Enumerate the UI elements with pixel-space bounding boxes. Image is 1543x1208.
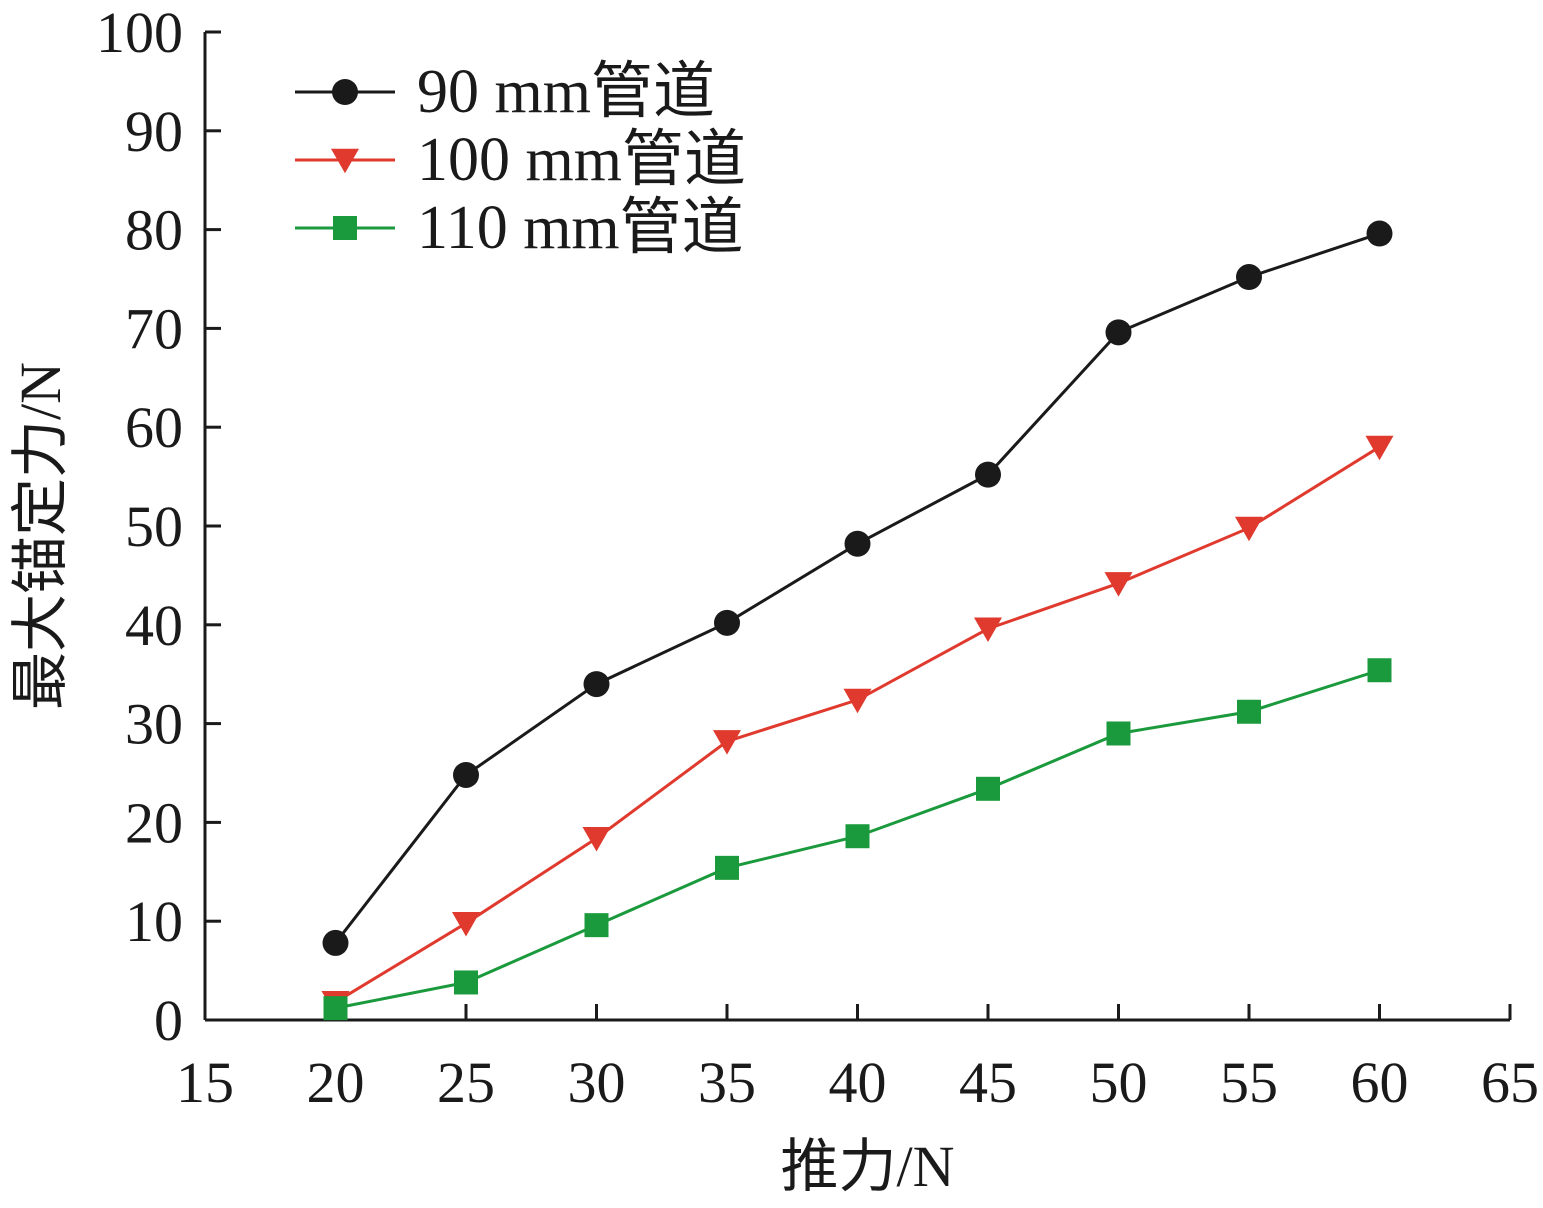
data-point	[975, 461, 1001, 488]
series-3	[323, 658, 1392, 1021]
data-point	[713, 730, 741, 755]
data-point	[976, 776, 1000, 801]
series-1	[322, 220, 1393, 956]
x-tick-label: 30	[568, 1050, 626, 1115]
data-point	[1367, 658, 1392, 683]
y-tick-label: 60	[125, 395, 183, 460]
data-point	[1235, 516, 1263, 542]
x-tick-label: 45	[959, 1050, 1017, 1115]
data-point	[1236, 264, 1262, 291]
data-point	[845, 824, 870, 849]
x-tick-label: 25	[437, 1050, 495, 1115]
y-tick-label: 90	[125, 99, 183, 164]
x-tick-label: 60	[1351, 1050, 1409, 1115]
legend-label: 100 mm管道	[417, 126, 746, 194]
x-tick-label: 65	[1481, 1050, 1539, 1115]
y-tick-label: 0	[154, 988, 183, 1053]
data-point	[584, 913, 609, 938]
data-point	[714, 609, 740, 636]
y-tick-label: 10	[125, 889, 183, 954]
data-point	[1365, 435, 1394, 461]
data-point	[1106, 721, 1131, 746]
data-point	[1105, 319, 1132, 346]
y-tick-label: 30	[125, 692, 183, 757]
y-tick-label: 70	[125, 296, 183, 361]
data-point	[452, 911, 480, 937]
data-point	[1366, 220, 1393, 247]
y-tick-label: 50	[125, 494, 183, 559]
data-point	[322, 929, 349, 956]
data-point	[844, 530, 871, 557]
x-tick-label: 40	[829, 1050, 887, 1115]
y-tick-label: 20	[125, 790, 183, 855]
data-point	[715, 855, 739, 880]
legend-item: 100 mm管道	[295, 126, 746, 194]
series-2	[321, 435, 1394, 1016]
data-point	[974, 617, 1002, 643]
x-tick-label: 20	[307, 1050, 365, 1115]
x-axis-title: 推力/N	[780, 1134, 954, 1199]
legend-marker	[331, 148, 359, 174]
x-tick-label: 50	[1090, 1050, 1148, 1115]
axes: 0 10 20 30 40 50 60 70 80 90 100 15 20 25 30 35 40 45 50 5…	[96, 0, 1539, 1115]
y-axis-title: 最大锚定力/N	[8, 362, 73, 710]
series-layer	[321, 220, 1394, 1021]
y-tick-label: 100	[96, 0, 183, 65]
data-point	[454, 970, 478, 995]
data-point	[582, 827, 611, 852]
series-line	[334, 445, 1381, 1004]
x-tick-label: 15	[176, 1050, 234, 1115]
data-point	[843, 688, 872, 714]
data-point	[1237, 699, 1261, 724]
legend-label: 110 mm管道	[417, 194, 744, 262]
y-tick-label: 80	[125, 198, 183, 263]
x-ticks: 15 20 25 30 35 40 45 50 55 60 65	[176, 1004, 1539, 1115]
data-point	[323, 996, 348, 1021]
legend-label: 90 mm管道	[417, 58, 715, 126]
data-point	[1104, 572, 1133, 597]
y-ticks: 0 10 20 30 40 50 60 70 80 90 100	[96, 0, 221, 1053]
x-tick-label: 35	[698, 1050, 756, 1115]
legend-marker	[332, 79, 358, 105]
legend-marker	[333, 216, 357, 240]
legend-item: 110 mm管道	[295, 194, 744, 262]
x-tick-label: 55	[1220, 1050, 1278, 1115]
legend-item: 90 mm管道	[295, 58, 715, 126]
y-tick-label: 40	[125, 593, 183, 658]
data-point	[453, 761, 479, 788]
data-point	[583, 671, 610, 698]
